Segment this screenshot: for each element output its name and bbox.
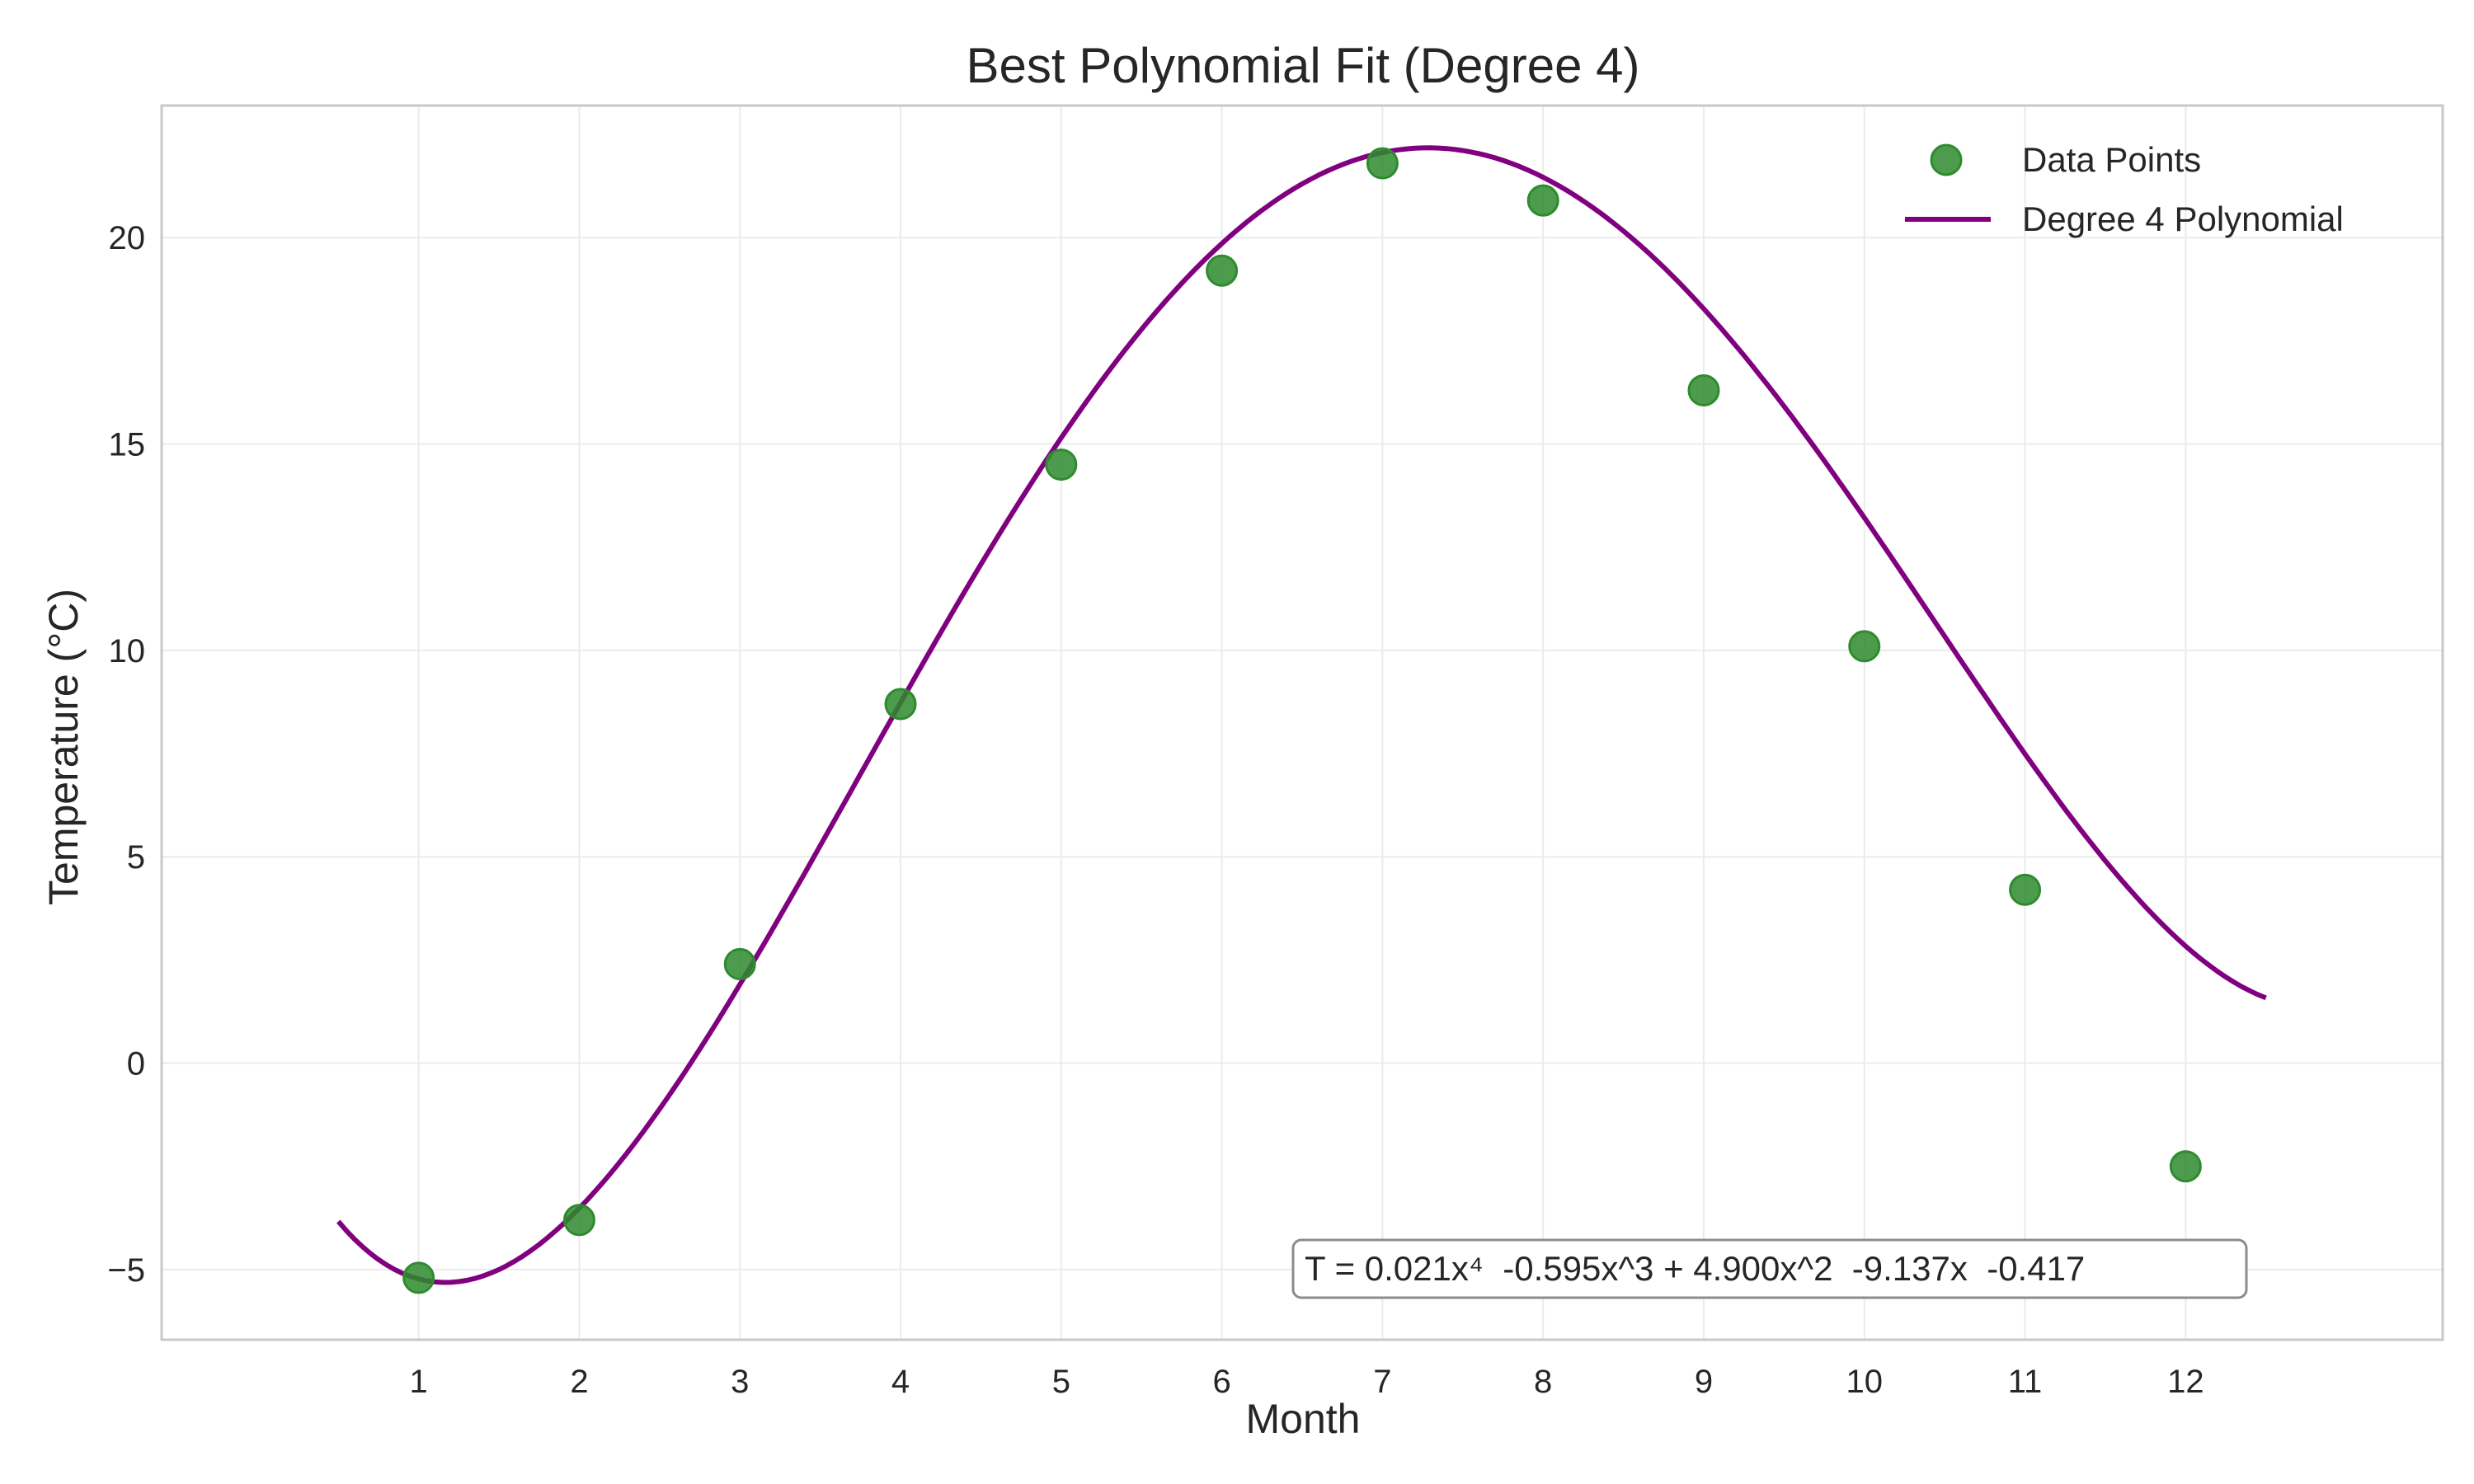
- data-point: [1848, 630, 1881, 663]
- x-tick-label: 9: [1695, 1364, 1713, 1400]
- equation-text: T = 0.021x⁴ -0.595x^3 + 4.900x^2 -9.137x…: [1305, 1249, 2085, 1288]
- x-tick-label: 6: [1212, 1364, 1230, 1400]
- data-point: [1045, 448, 1078, 481]
- chart-title: Best Polynomial Fit (Degree 4): [967, 38, 1640, 93]
- data-point: [1206, 254, 1239, 287]
- y-tick-label: 0: [127, 1046, 145, 1082]
- y-tick-label: 20: [109, 220, 146, 256]
- legend-marker-data-points: [1930, 143, 1963, 176]
- series-layer: [336, 145, 2267, 1294]
- grid-layer: [162, 106, 2443, 1340]
- x-tick-label: 11: [2008, 1364, 2043, 1400]
- data-point: [884, 688, 917, 721]
- data-point: [723, 947, 756, 980]
- legend-label-data-points: Data Points: [2022, 140, 2201, 179]
- data-point: [2169, 1150, 2202, 1183]
- equation-box-frame: [1291, 1238, 2248, 1299]
- x-tick-label: 5: [1052, 1364, 1070, 1400]
- data-point: [1687, 373, 1720, 406]
- x-tick-label: 10: [1846, 1364, 1884, 1400]
- x-tick-label: 1: [410, 1364, 428, 1400]
- x-tick-label: 3: [731, 1364, 749, 1400]
- x-tick-label: 12: [2167, 1364, 2204, 1400]
- data-point: [2009, 873, 2042, 906]
- polynomial-fit-line: [336, 145, 2267, 1285]
- legend-label-polynomial: Degree 4 Polynomial: [2022, 200, 2344, 238]
- equation-annotation: T = 0.021x⁴ -0.595x^3 + 4.900x^2 -9.137x…: [1291, 1238, 2248, 1299]
- y-tick-label: 10: [109, 633, 146, 669]
- data-point: [1526, 184, 1559, 217]
- legend: Data Points Degree 4 Polynomial: [1905, 140, 2344, 238]
- y-tick-label: 5: [127, 839, 145, 876]
- x-tick-label: 2: [570, 1364, 588, 1400]
- x-tick-label: 7: [1373, 1364, 1391, 1400]
- y-tick-label: −5: [107, 1252, 145, 1289]
- x-tick-label: 4: [891, 1364, 910, 1400]
- y-tick-label: 15: [109, 427, 146, 463]
- data-point: [562, 1204, 595, 1237]
- x-tick-label: 8: [1534, 1364, 1552, 1400]
- plot-frame: [160, 104, 2444, 1341]
- y-axis-label: Temperature (°C): [40, 589, 87, 905]
- data-point: [1366, 147, 1399, 180]
- x-axis-label: Month: [1246, 1396, 1361, 1442]
- data-point: [402, 1261, 435, 1294]
